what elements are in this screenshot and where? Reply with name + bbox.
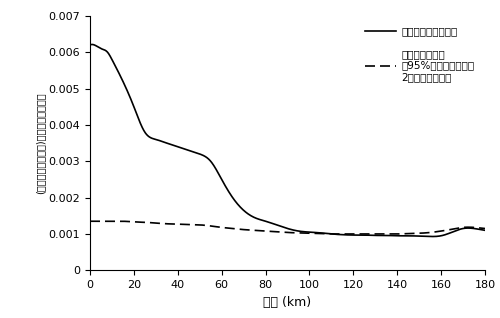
すべての事業所
（95%の確率の上下で
2本引いてある） [128,220,134,224]
Legend: 特許出願した事業所, すべての事業所
（95%の確率の上下で
2本引いてある）: 特許出願した事業所, すべての事業所 （95%の確率の上下で 2本引いてある） [360,21,480,87]
特許出願した事業所 [262,219,268,223]
すべての事業所
（95%の確率の上下で
2本引いてある） [87,219,93,223]
すべての事業所
（95%の確率の上下で
2本引いてある） [116,219,122,223]
すべての事業所
（95%の確率の上下で
2本引いてある） [358,232,364,236]
特許出願した事業所 [87,43,93,47]
特許出願した事業所 [429,235,435,238]
すべての事業所
（95%の確率の上下で
2本引いてある） [396,232,402,236]
すべての事業所
（95%の確率の上下で
2本引いてある） [247,228,253,232]
すべての事業所
（95%の確率の上下で
2本引いてある） [482,227,488,231]
Y-axis label: (事業所間の距離の)起きやすさの程度: (事業所間の距離の)起きやすさの程度 [36,92,46,194]
Line: すべての事業所
（95%の確率の上下で
2本引いてある）: すべての事業所 （95%の確率の上下で 2本引いてある） [90,221,485,234]
すべての事業所
（95%の確率の上下で
2本引いてある） [262,229,268,233]
特許出願した事業所 [358,233,364,237]
特許出願した事業所 [247,213,253,217]
特許出願した事業所 [482,228,488,232]
特許出願した事業所 [128,97,134,101]
すべての事業所
（95%の確率の上下で
2本引いてある） [390,232,396,236]
X-axis label: 距離 (km): 距離 (km) [264,295,312,308]
すべての事業所
（95%の確率の上下で
2本引いてある） [403,232,409,236]
特許出願した事業所 [89,43,95,46]
特許出願した事業所 [396,234,402,238]
Line: 特許出願した事業所: 特許出願した事業所 [90,45,485,237]
特許出願した事業所 [402,234,408,238]
